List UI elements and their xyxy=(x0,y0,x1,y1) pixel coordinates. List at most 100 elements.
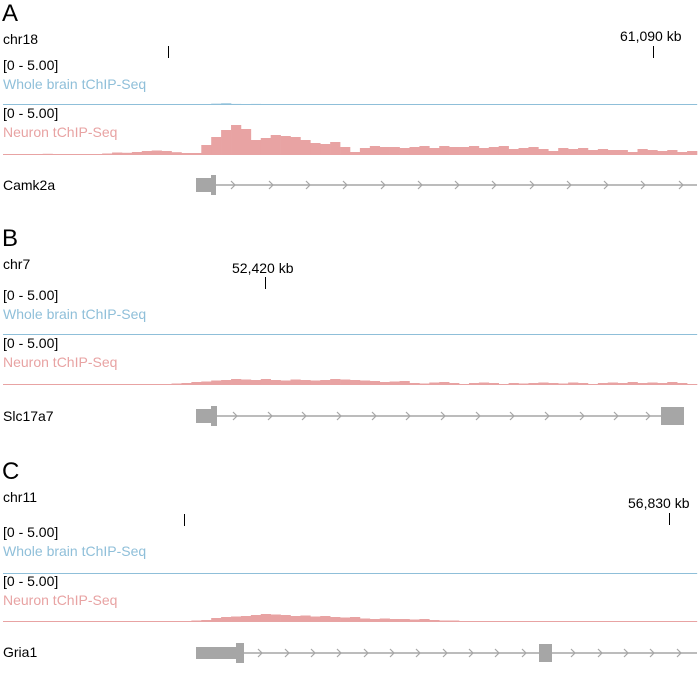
signal-bar xyxy=(270,135,281,155)
gene-label: Camk2a xyxy=(3,177,56,193)
signal-bar xyxy=(409,147,420,155)
signal-bar xyxy=(359,618,371,622)
whole-brain-range: [0 - 5.00] xyxy=(3,57,59,73)
signal-bar xyxy=(478,148,490,155)
signal-bar xyxy=(518,148,529,155)
signal-bar xyxy=(221,130,232,155)
signal-bar xyxy=(290,137,301,155)
signal-bar xyxy=(468,146,480,155)
panel-letter: A xyxy=(2,0,19,27)
signal-bar xyxy=(548,151,559,155)
coordinate-label: 56,830 kb xyxy=(628,495,690,511)
neuron-track-label: Neuron tChIP-Seq xyxy=(3,124,118,140)
signal-bar xyxy=(359,380,371,385)
signal-bar xyxy=(270,380,281,385)
panel-a: A chr18 61,090 kb [0 - 5.00] Whole brain… xyxy=(0,0,700,223)
signal-bar xyxy=(538,149,549,155)
signal-bar xyxy=(647,150,658,155)
neuron-track xyxy=(3,379,698,385)
strand-arrows xyxy=(230,180,684,190)
signal-bar xyxy=(369,381,381,385)
signal-bar xyxy=(221,617,232,622)
signal-bar xyxy=(300,380,311,385)
signal-bar xyxy=(667,150,678,155)
signal-bar xyxy=(607,382,618,385)
signal-bar xyxy=(369,146,381,155)
whole-brain-track-label: Whole brain tChIP-Seq xyxy=(3,543,147,559)
signal-bar xyxy=(419,619,430,622)
coordinate-label: 52,420 kb xyxy=(232,260,294,276)
strand-arrows xyxy=(232,411,651,421)
coordinate-label: 61,090 kb xyxy=(620,28,682,44)
signal-bar xyxy=(419,146,430,155)
signal-bar xyxy=(270,614,281,622)
signal-bar xyxy=(201,145,212,155)
signal-bar xyxy=(310,616,321,622)
signal-bar xyxy=(161,151,172,155)
signal-bar xyxy=(597,149,609,155)
strand-arrows xyxy=(257,648,682,658)
signal-bar xyxy=(112,152,123,155)
signal-bar xyxy=(320,144,331,155)
signal-bar xyxy=(211,137,222,155)
chromosome-label: chr18 xyxy=(3,31,39,47)
signal-bar xyxy=(617,150,628,155)
region-start-tick xyxy=(168,46,169,58)
signal-bar xyxy=(389,381,400,385)
signal-bar xyxy=(221,380,232,385)
signal-bar xyxy=(488,147,500,155)
signal-bar xyxy=(399,148,410,155)
signal-bar xyxy=(310,143,321,155)
signal-bar xyxy=(290,379,301,385)
signal-bar xyxy=(320,616,331,622)
exon xyxy=(211,406,217,426)
panel-letter: C xyxy=(2,458,20,485)
signal-bar xyxy=(191,382,202,385)
signal-bar xyxy=(647,382,658,385)
signal-bar xyxy=(121,152,133,155)
signal-bar xyxy=(379,618,390,622)
exon xyxy=(236,643,244,663)
signal-bar xyxy=(280,615,291,622)
signal-bar xyxy=(369,619,381,622)
signal-bar xyxy=(439,146,450,155)
signal-bar xyxy=(478,382,490,385)
signal-bar xyxy=(399,381,410,385)
signal-bar xyxy=(260,138,271,155)
signal-bar xyxy=(350,380,361,385)
exon xyxy=(196,647,236,659)
signal-bar xyxy=(498,146,509,155)
signal-bar xyxy=(528,147,539,155)
signal-bar xyxy=(667,382,678,385)
whole-brain-track-label: Whole brain tChIP-Seq xyxy=(3,306,147,322)
exon xyxy=(211,175,216,195)
whole-brain-range: [0 - 5.00] xyxy=(3,524,59,540)
signal-bar xyxy=(250,140,262,155)
signal-bar xyxy=(340,617,351,622)
neuron-range: [0 - 5.00] xyxy=(3,573,59,589)
panel-b: B chr7 52,420 kb [0 - 5.00] Whole brain … xyxy=(0,225,700,448)
signal-bar xyxy=(350,617,361,622)
coordinate-tick xyxy=(653,46,654,58)
coordinate-tick xyxy=(669,513,670,525)
signal-bar xyxy=(538,382,549,385)
signal-bar xyxy=(558,148,569,155)
signal-bar xyxy=(568,149,579,155)
signal-bar xyxy=(677,152,688,155)
signal-bar xyxy=(231,616,242,622)
signal-bar xyxy=(657,151,668,155)
signal-bar xyxy=(627,382,638,385)
signal-bar xyxy=(389,619,400,622)
exon xyxy=(539,644,552,662)
panel-letter: B xyxy=(2,225,19,252)
signal-bar xyxy=(231,125,242,155)
signal-bar xyxy=(290,616,301,622)
neuron-track-label: Neuron tChIP-Seq xyxy=(3,592,118,608)
signal-bar xyxy=(250,380,262,385)
signal-bar xyxy=(211,618,222,622)
signal-bar xyxy=(389,147,400,155)
signal-bar xyxy=(340,379,351,385)
signal-bar xyxy=(359,148,371,155)
neuron-range: [0 - 5.00] xyxy=(3,335,59,351)
signal-bar xyxy=(587,150,599,155)
